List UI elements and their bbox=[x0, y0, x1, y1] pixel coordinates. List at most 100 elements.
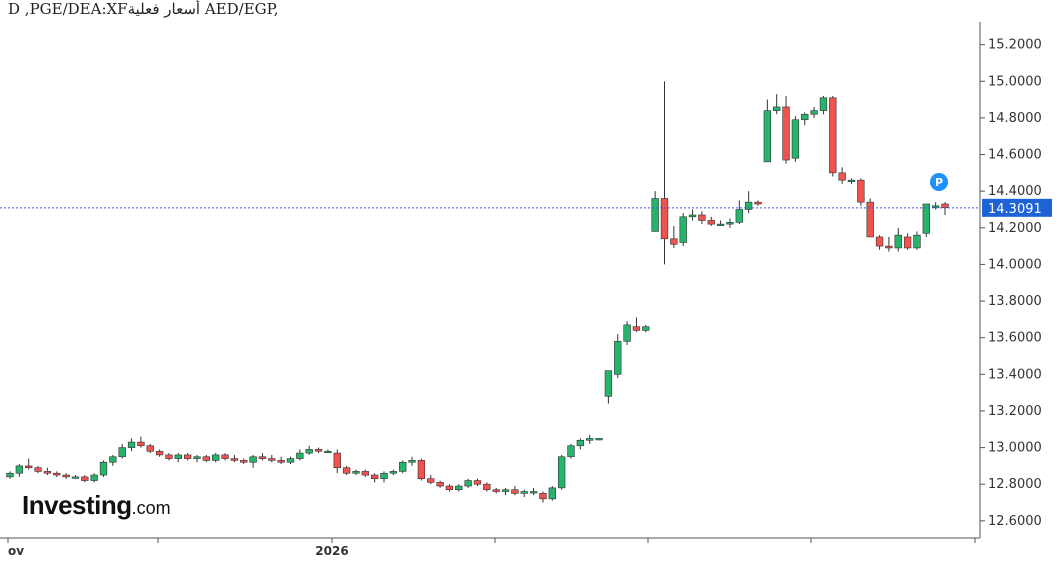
candle-body bbox=[586, 438, 594, 441]
candle-body bbox=[258, 456, 267, 459]
candle-body bbox=[370, 474, 379, 480]
candle-body bbox=[473, 480, 482, 485]
candle-body bbox=[380, 472, 388, 480]
candle-body bbox=[614, 341, 622, 375]
candle-body bbox=[754, 201, 762, 205]
candle-body bbox=[763, 110, 772, 163]
candle-body bbox=[623, 324, 631, 342]
candle-body bbox=[941, 203, 949, 208]
candle-body bbox=[324, 450, 332, 454]
candle-body bbox=[707, 220, 715, 225]
candle-body bbox=[127, 441, 136, 448]
candle-body bbox=[249, 456, 257, 463]
y-tick-label: 13.4000 bbox=[988, 367, 1042, 382]
candle-body bbox=[62, 474, 70, 478]
candle-body bbox=[25, 465, 33, 469]
candle-body bbox=[632, 326, 641, 331]
y-tick-label: 13.8000 bbox=[988, 294, 1042, 309]
x-tick-label: 2026 bbox=[315, 544, 348, 558]
candle-body bbox=[511, 489, 519, 494]
candle-body bbox=[567, 445, 575, 458]
candle-body bbox=[913, 234, 921, 249]
candle-body bbox=[744, 201, 753, 210]
candle-body bbox=[43, 471, 52, 474]
candle-body bbox=[221, 454, 229, 459]
candle-body bbox=[829, 97, 837, 174]
candle-body bbox=[651, 198, 659, 232]
candle-body bbox=[894, 234, 902, 249]
y-tick-label: 13.2000 bbox=[988, 404, 1042, 419]
candle-body bbox=[698, 214, 706, 221]
p-marker-icon bbox=[930, 173, 948, 191]
candle-body bbox=[165, 454, 173, 459]
candle-body bbox=[314, 449, 323, 452]
candle-body bbox=[735, 209, 743, 223]
candle-body bbox=[436, 482, 444, 487]
candle-body bbox=[604, 370, 613, 397]
y-tick-label: 13.0000 bbox=[988, 441, 1042, 456]
candle-body bbox=[90, 474, 98, 481]
candle-body bbox=[202, 456, 211, 461]
y-tick-label: 12.6000 bbox=[988, 514, 1042, 529]
candle-body bbox=[931, 205, 940, 208]
y-tick-label: 15.0000 bbox=[988, 74, 1042, 89]
candle-body bbox=[99, 461, 108, 476]
candle-body bbox=[773, 106, 781, 111]
candle-body bbox=[501, 489, 510, 492]
axes: 15.2000 15.0000 14.8000 14.6000 14.4000 14.20… bbox=[0, 22, 1042, 558]
candle-body bbox=[15, 465, 24, 474]
candle-body bbox=[183, 454, 192, 459]
candle-body bbox=[679, 216, 687, 243]
p-marker-label: P bbox=[935, 176, 943, 189]
logo-tld: .com bbox=[131, 498, 171, 518]
candle-body bbox=[286, 458, 295, 463]
y-tick-label: 14.2000 bbox=[988, 221, 1042, 236]
candle-body bbox=[352, 471, 360, 474]
candle-body bbox=[520, 491, 528, 494]
candle-body bbox=[240, 460, 248, 463]
candle-body bbox=[342, 467, 351, 474]
y-tick-label: 14.8000 bbox=[988, 111, 1042, 126]
last-price-label: 14.3091 bbox=[988, 202, 1042, 217]
candle-body bbox=[277, 460, 285, 463]
candle-body bbox=[903, 236, 912, 249]
candle-body bbox=[109, 456, 117, 463]
candle-body bbox=[922, 203, 930, 234]
candle-body bbox=[548, 487, 556, 500]
candle-body bbox=[847, 179, 856, 182]
candle-body bbox=[885, 245, 893, 249]
candle-body bbox=[6, 472, 14, 478]
y-tick-label: 12.8000 bbox=[988, 477, 1042, 492]
investing-logo: Investing.com bbox=[22, 490, 171, 521]
y-tick-label: 14.4000 bbox=[988, 184, 1042, 199]
candle-body bbox=[389, 471, 398, 474]
candle-body bbox=[483, 483, 491, 491]
candles bbox=[6, 81, 949, 503]
candle-body bbox=[688, 214, 697, 218]
candle-body bbox=[174, 454, 182, 459]
logo-text: Investing bbox=[22, 490, 132, 520]
candle-body bbox=[875, 236, 884, 247]
candle-body bbox=[268, 458, 276, 461]
candle-body bbox=[782, 106, 790, 161]
candle-body bbox=[539, 493, 547, 500]
candle-body bbox=[557, 456, 566, 489]
candle-body bbox=[146, 445, 154, 452]
last-price-badge bbox=[982, 198, 1052, 217]
candle-body bbox=[716, 223, 725, 226]
candle-body bbox=[193, 456, 201, 459]
candle-body bbox=[857, 179, 865, 203]
candle-body bbox=[34, 467, 42, 472]
candle-body bbox=[464, 480, 472, 487]
candle-body bbox=[801, 113, 809, 121]
y-tick-label: 15.2000 bbox=[988, 38, 1042, 53]
x-tick-label: ov bbox=[8, 544, 24, 558]
y-tick-label: 13.6000 bbox=[988, 331, 1042, 346]
candle-body bbox=[819, 97, 828, 111]
y-tick-label: 14.0000 bbox=[988, 257, 1042, 272]
candle-body bbox=[529, 491, 538, 494]
candle-body bbox=[71, 476, 80, 479]
candle-body bbox=[408, 460, 416, 463]
candle-body bbox=[296, 452, 304, 459]
